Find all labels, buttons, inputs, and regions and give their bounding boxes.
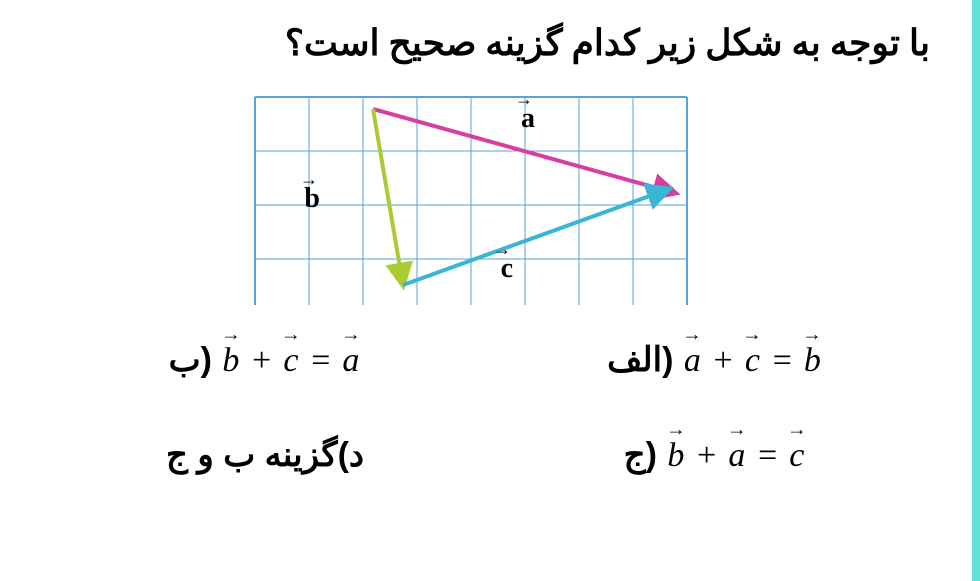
plus: + [711,342,734,379]
vector-diagram: a→b→c→ [245,95,701,305]
option-alef-prefix: الف) [607,341,673,379]
plus: + [695,437,718,474]
vec-c: c [787,437,806,475]
option-jim: ج) b + a = c [510,435,920,475]
option-be-prefix: ب) [169,341,212,379]
option-dal: د)گزینه ب و ج [60,435,470,475]
question-text: با توجه به شکل زیر کدام گزینه صحیح است؟ [50,22,930,64]
option-dal-text: گزینه ب و ج [166,436,338,474]
option-jim-prefix: ج) [624,436,657,474]
plus: + [250,342,273,379]
svg-text:→: → [515,95,533,109]
option-be: ب) b + c = a [60,340,470,380]
svg-text:→: → [493,239,511,259]
equals: = [770,342,793,379]
equals: = [309,342,332,379]
vec-a: a [682,342,703,380]
vec-b: b [665,437,686,475]
option-alef: الف) a + c = b [510,340,920,380]
vec-c: c [743,342,762,380]
vec-a: a [726,437,747,475]
svg-text:→: → [300,169,318,189]
options-grid: الف) a + c = b ب) b + c = a ج) b + a = c… [60,340,920,475]
vec-b: b [220,342,241,380]
equals: = [756,437,779,474]
accent-bar [972,0,980,581]
vec-b: b [802,342,823,380]
vec-a: a [340,342,361,380]
option-dal-prefix: د) [338,436,364,474]
vec-c: c [281,342,300,380]
